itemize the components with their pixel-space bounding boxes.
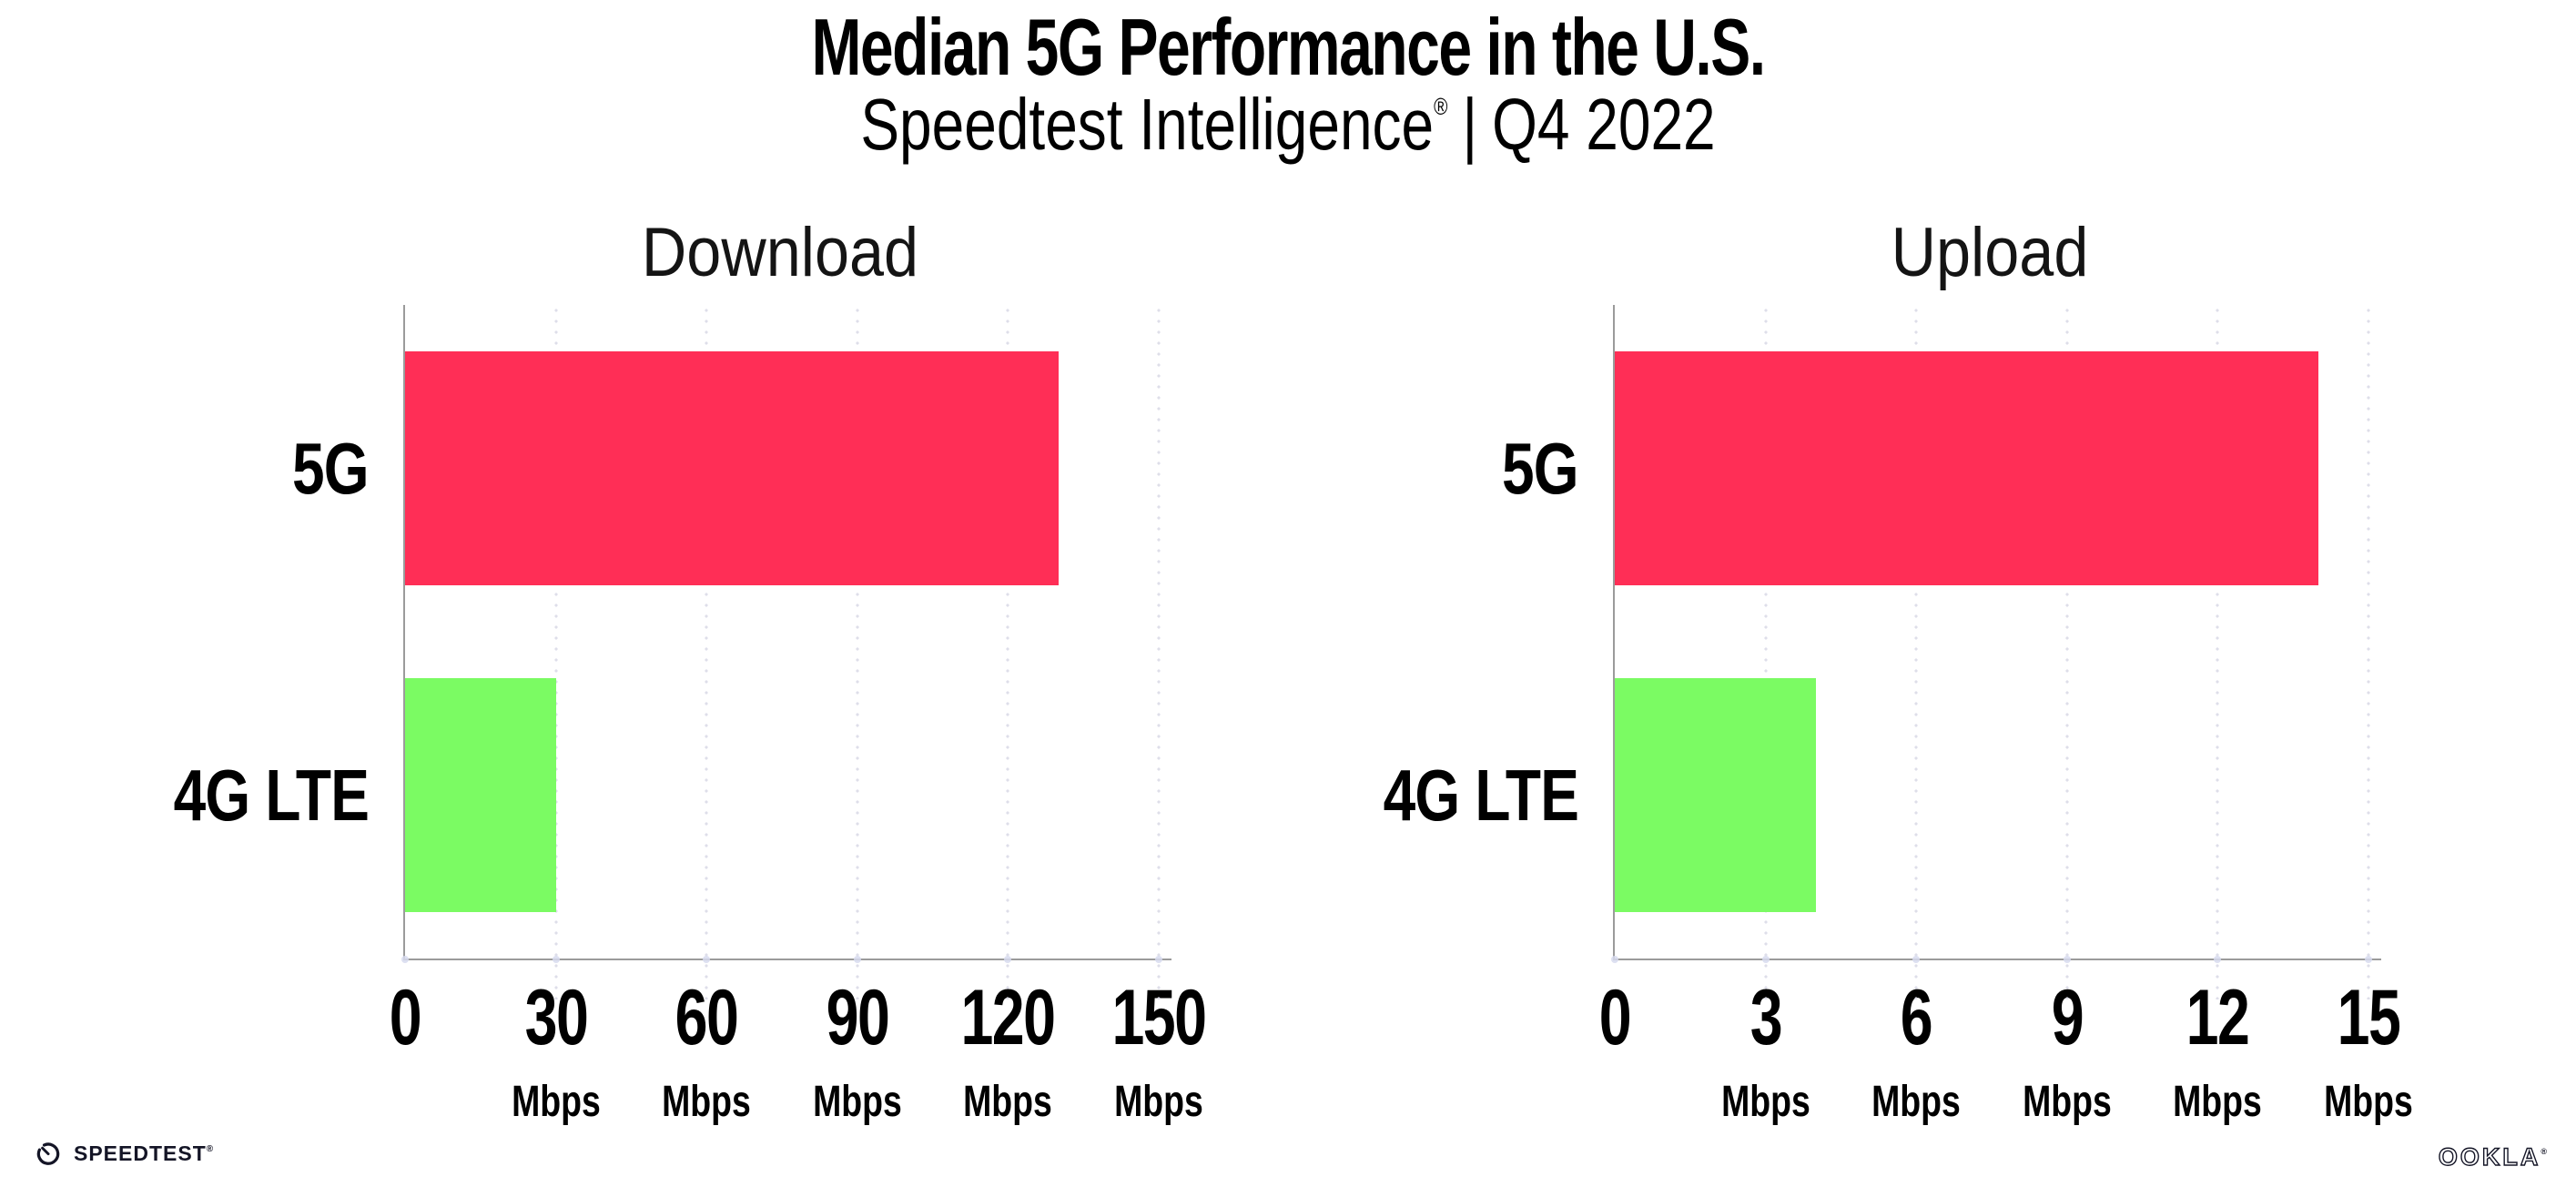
chart-title: Upload — [1881, 218, 2100, 288]
axis-tick-dot — [703, 956, 711, 963]
gridline — [2367, 305, 2370, 999]
gridline — [1157, 305, 1161, 999]
bar-4g-lte — [405, 678, 556, 912]
gridline — [1763, 305, 1768, 999]
bar-4g-lte — [1615, 678, 1816, 912]
speedtest-wordmark-text: SPEEDTEST — [74, 1141, 207, 1165]
speedtest-gauge-icon — [36, 1142, 60, 1165]
axis-tick-dot — [1761, 956, 1770, 963]
axis-tick-dot — [853, 956, 861, 963]
download-plot-area: 0 30 Mbps 60 Mbps 90 Mbps 120 Mbps 150 Mbps 5G 4G LT… — [174, 305, 1207, 1124]
category-label-text: 5G — [292, 427, 370, 509]
x-tick-unit-label: Mbps — [1860, 1080, 1973, 1124]
x-tick-unit-label: Mbps — [1709, 1080, 1822, 1124]
x-tick-label-text: 0 — [389, 974, 422, 1061]
speedtest-wordmark: SPEEDTEST® — [74, 1141, 214, 1166]
x-tick-unit-label: Mbps — [2010, 1080, 2124, 1124]
axis-tick-dot — [1155, 956, 1162, 963]
bar-5g — [405, 351, 1059, 585]
x-tick-unit-text: Mbps — [1114, 1078, 1203, 1126]
x-tick-unit-label: Mbps — [1101, 1080, 1215, 1124]
speedtest-trademark-icon: ® — [206, 1143, 215, 1154]
axis-tick-dot — [2214, 956, 2222, 963]
axis-tick-dot — [552, 956, 560, 963]
x-tick-unit-text: Mbps — [1720, 1078, 1810, 1126]
axis-tick-dot — [2365, 956, 2372, 963]
x-tick-unit-text: Mbps — [2022, 1078, 2112, 1126]
x-tick-unit-text: Mbps — [662, 1078, 752, 1126]
gridline — [2064, 305, 2069, 999]
ookla-logo: OOKLA® — [2438, 1143, 2547, 1171]
bar-5g — [1615, 351, 2318, 585]
ookla-registered-mark-icon: ® — [2541, 1147, 2547, 1156]
page-title: Median 5G Performance in the U.S. — [653, 7, 1923, 87]
ookla-wordmark-text: OOKLA — [2438, 1143, 2541, 1171]
category-label-text: 4G LTE — [173, 754, 370, 836]
x-tick-unit-text: Mbps — [2324, 1078, 2413, 1126]
x-tick-unit-label: Mbps — [951, 1080, 1065, 1124]
category-label-4g-lte: 4G LTE — [125, 754, 370, 836]
chart-title: Download — [626, 218, 934, 288]
x-tick-label-text: 0 — [1598, 974, 1632, 1061]
subtitle-period: Q4 2022 — [1492, 84, 1716, 165]
gridline — [1006, 305, 1010, 999]
category-label-4g-lte: 4G LTE — [1334, 754, 1579, 836]
page-title-text: Median 5G Performance in the U.S. — [811, 2, 1766, 92]
gridline — [553, 305, 558, 999]
upload-plot-area: 0 3 Mbps 6 Mbps 9 Mbps 12 Mbps 15 Mbps 5G 4G LTE — [1384, 305, 2413, 1124]
x-tick-unit-text: Mbps — [812, 1078, 902, 1126]
axis-tick-dot — [1912, 956, 1921, 963]
speedtest-logo: SPEEDTEST® — [35, 1140, 214, 1167]
page-subtitle: Speedtest Intelligence® | Q4 2022 — [754, 88, 1822, 161]
registered-trademark-icon: ® — [1434, 93, 1448, 120]
x-tick-unit-text: Mbps — [1871, 1078, 1962, 1126]
x-tick-label: 0 — [1594, 979, 1636, 1057]
gridline — [2216, 305, 2220, 999]
category-label-5g: 5G — [1483, 427, 1579, 509]
x-tick-unit-label: Mbps — [2161, 1080, 2275, 1124]
gridline — [855, 305, 859, 999]
axis-tick-dot — [1611, 956, 1618, 963]
gridline — [1914, 305, 1919, 999]
x-tick-unit-text: Mbps — [2173, 1078, 2263, 1126]
subtitle-brand: Speedtest Intelligence — [860, 84, 1435, 165]
x-tick-unit-label: Mbps — [800, 1080, 914, 1124]
axis-tick-dot — [1004, 956, 1012, 963]
chart-title-text: Upload — [1891, 214, 2089, 291]
category-label-text: 5G — [1502, 427, 1579, 509]
x-tick-label: 0 — [384, 979, 426, 1057]
gridline — [705, 305, 709, 999]
category-label-5g: 5G — [273, 427, 370, 509]
x-tick-unit-label: Mbps — [650, 1080, 764, 1124]
chart-title-text: Download — [641, 214, 919, 291]
x-tick-unit-text: Mbps — [511, 1078, 601, 1126]
axis-tick-dot — [401, 956, 409, 963]
subtitle-separator: | — [1462, 84, 1478, 165]
x-tick-unit-label: Mbps — [499, 1080, 613, 1124]
x-tick-unit-label: Mbps — [2311, 1080, 2425, 1124]
category-label-text: 4G LTE — [1383, 754, 1579, 836]
axis-tick-dot — [2063, 956, 2071, 963]
x-tick-unit-text: Mbps — [963, 1078, 1053, 1126]
page-subtitle-text: Speedtest Intelligence® | Q4 2022 — [860, 88, 1715, 161]
